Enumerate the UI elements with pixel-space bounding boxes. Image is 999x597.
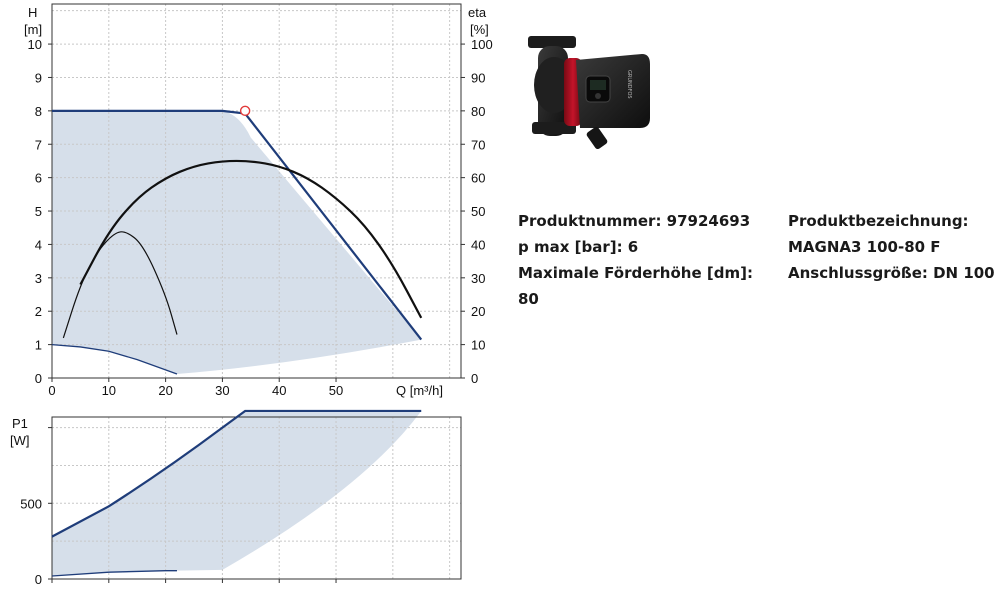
x-tick-label: 10 bbox=[102, 383, 116, 398]
min-head-curve bbox=[51, 343, 178, 375]
y-axis-label-2: [W] bbox=[10, 433, 30, 448]
tick-labels: 0 500 bbox=[20, 427, 337, 587]
y-axis-label-right-2: [%] bbox=[470, 22, 489, 37]
head-efficiency-chart: 0 10 20 30 40 5001234567891001020304050607080… bbox=[24, 3, 493, 398]
grid-lines bbox=[51, 4, 461, 379]
y-axis-label-left-2: [m] bbox=[24, 22, 42, 37]
y-axis-label-1: P1 bbox=[12, 416, 28, 431]
tick-labels: 0 10 20 30 40 5001234567891001020304050607080… bbox=[28, 37, 493, 398]
y-tick-label-left: 3 bbox=[35, 271, 42, 286]
connection-size: Anschlussgröße: DN 100 bbox=[788, 264, 995, 282]
y-tick-label-left: 7 bbox=[35, 137, 42, 152]
max-pressure: p max [bar]: 6 bbox=[518, 238, 639, 256]
x-tick-label: 50 bbox=[329, 383, 343, 398]
product-number: Produktnummer: 97924693 bbox=[518, 212, 751, 230]
circulator-pump-icon: GRUNDFOS bbox=[528, 36, 650, 150]
y-tick-label-left: 8 bbox=[35, 104, 42, 119]
duty-point-marker bbox=[239, 105, 251, 117]
y-tick-label-right: 70 bbox=[471, 137, 485, 152]
x-tick-label: 30 bbox=[215, 383, 229, 398]
power-chart: 0 500 P1 [W] bbox=[10, 409, 462, 587]
max-head-curve bbox=[52, 109, 423, 341]
max-head-value: 80 bbox=[518, 290, 539, 308]
x-tick-label: 40 bbox=[272, 383, 286, 398]
y-tick-label-left: 6 bbox=[35, 171, 42, 186]
power-min-curve bbox=[51, 570, 177, 577]
y-tick-label-right: 30 bbox=[471, 271, 485, 286]
y-tick-label-right: 0 bbox=[471, 371, 478, 386]
efficiency-max-curve bbox=[79, 159, 423, 319]
y-tick-label-left: 5 bbox=[35, 204, 42, 219]
y-tick-label-right: 80 bbox=[471, 104, 485, 119]
y-tick-label-right: 60 bbox=[471, 171, 485, 186]
y-tick-label-right: 90 bbox=[471, 70, 485, 85]
y-tick-label: 0 bbox=[35, 572, 42, 587]
plot-frame bbox=[51, 416, 462, 580]
product-info-left: Produktnummer: 97924693 p max [bar]: 6 M… bbox=[518, 208, 753, 312]
y-axis-label-left-1: H bbox=[28, 5, 37, 20]
y-tick-label-left: 1 bbox=[35, 338, 42, 353]
y-tick-label-left: 4 bbox=[35, 237, 42, 252]
efficiency-min-curve bbox=[62, 231, 178, 339]
max-head-label: Maximale Förderhöhe [dm]: bbox=[518, 264, 753, 282]
svg-text:GRUNDFOS: GRUNDFOS bbox=[626, 70, 632, 99]
series-lines bbox=[51, 105, 423, 375]
y-tick-label-left: 2 bbox=[35, 304, 42, 319]
y-tick-label-right: 20 bbox=[471, 304, 485, 319]
y-axis-label-right-1: eta bbox=[468, 5, 487, 20]
power-range-area bbox=[52, 410, 422, 576]
y-tick-label-right: 50 bbox=[471, 204, 485, 219]
series-lines bbox=[51, 409, 422, 577]
designation-value: MAGNA3 100-80 F bbox=[788, 238, 941, 256]
y-tick-label-left: 0 bbox=[35, 371, 42, 386]
designation-label: Produktbezeichnung: bbox=[788, 212, 969, 230]
plot-frame bbox=[51, 3, 462, 379]
x-tick-label: 0 bbox=[48, 383, 55, 398]
y-tick-label-left: 9 bbox=[35, 70, 42, 85]
y-tick-label-right: 40 bbox=[471, 237, 485, 252]
x-axis-label: Q [m³/h] bbox=[396, 383, 443, 398]
operating-range-area bbox=[52, 110, 422, 374]
y-tick-label-left: 10 bbox=[28, 37, 42, 52]
power-max-curve bbox=[51, 409, 422, 538]
x-tick-label: 20 bbox=[158, 383, 172, 398]
y-tick-label: 500 bbox=[20, 496, 42, 511]
y-tick-label-right: 100 bbox=[471, 37, 493, 52]
y-tick-label-right: 10 bbox=[471, 338, 485, 353]
product-info-right: Produktbezeichnung: MAGNA3 100-80 F Ansc… bbox=[788, 208, 995, 286]
